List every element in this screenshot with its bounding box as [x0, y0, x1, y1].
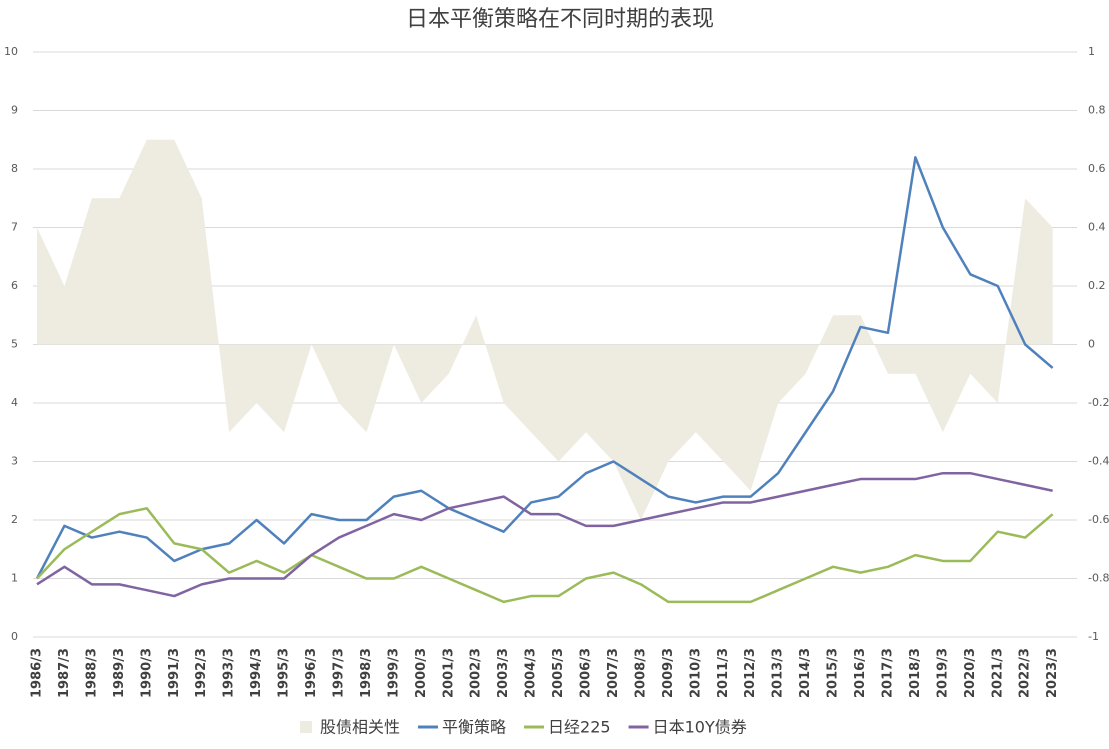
y-tick-label: 5 [11, 338, 18, 351]
x-tick-label: 1991/3 [167, 648, 182, 698]
y-tick-label: 3 [11, 455, 18, 468]
y-tick-label: 9 [11, 104, 18, 117]
x-tick-label: 2005/3 [551, 648, 566, 698]
x-tick-label: 2014/3 [798, 648, 813, 698]
x-tick-label: 2020/3 [963, 648, 978, 698]
x-tick-label: 2003/3 [496, 648, 511, 698]
y2-tick-label: 0.2 [1088, 279, 1106, 292]
x-tick-label: 2010/3 [688, 648, 703, 698]
y-tick-label: 8 [11, 162, 18, 175]
y2-tick-label: 0.6 [1088, 162, 1106, 175]
x-tick-label: 2013/3 [771, 648, 786, 698]
x-tick-label: 2004/3 [524, 648, 539, 698]
y2-tick-label: -0.6 [1088, 513, 1109, 526]
series-line [35, 156, 1054, 580]
y2-tick-label: 1 [1088, 45, 1095, 58]
y-tick-label: 4 [11, 396, 18, 409]
correlation-area [37, 139, 1053, 520]
legend-label: 日经225 [548, 718, 611, 737]
x-tick-label: 1988/3 [84, 648, 99, 698]
series-line [36, 507, 1054, 604]
y-tick-label: 7 [11, 221, 18, 234]
x-tick-label: 1987/3 [57, 648, 72, 698]
x-tick-label: 2009/3 [661, 648, 676, 698]
y2-tick-label: -0.4 [1088, 455, 1109, 468]
x-tick-label: 2000/3 [414, 648, 429, 698]
legend-label: 平衡策略 [442, 718, 506, 737]
y-tick-label: 10 [4, 45, 18, 58]
x-tick-label: 1989/3 [112, 648, 127, 698]
x-tick-label: 2017/3 [880, 648, 895, 698]
x-tick-label: 1994/3 [249, 648, 264, 698]
legend-swatch [300, 721, 312, 733]
y-tick-label: 0 [11, 630, 18, 643]
x-tick-label: 2007/3 [606, 648, 621, 698]
x-tick-label: 2016/3 [853, 648, 868, 698]
x-tick-label: 1986/3 [30, 648, 45, 698]
chart-title: 日本平衡策略在不同时期的表现 [406, 7, 714, 32]
x-tick-label: 2022/3 [1018, 648, 1033, 698]
y-tick-label: 2 [11, 513, 18, 526]
y2-tick-label: 0.4 [1088, 221, 1106, 234]
x-tick-label: 1995/3 [277, 648, 292, 698]
legend-label: 日本10Y债券 [653, 718, 747, 737]
x-tick-label: 2011/3 [716, 648, 731, 698]
y2-tick-label: -1 [1088, 630, 1099, 643]
x-tick-label: 1997/3 [331, 648, 346, 698]
y2-tick-label: -0.2 [1088, 396, 1109, 409]
y-tick-label: 1 [11, 572, 18, 585]
series-line [36, 471, 1053, 598]
y2-tick-label: 0.8 [1088, 104, 1106, 117]
y2-tick-label: -0.8 [1088, 572, 1109, 585]
y-tick-label: 6 [11, 279, 18, 292]
x-tick-label: 2018/3 [908, 648, 923, 698]
x-tick-label: 1999/3 [386, 648, 401, 698]
y2-tick-label: 0 [1088, 338, 1095, 351]
x-tick-label: 1998/3 [359, 648, 374, 698]
x-tick-label: 2021/3 [990, 648, 1005, 698]
x-tick-label: 2015/3 [826, 648, 841, 698]
x-tick-label: 2006/3 [579, 648, 594, 698]
legend-label: 股债相关性 [320, 718, 400, 737]
x-tick-label: 2012/3 [743, 648, 758, 698]
x-tick-label: 2019/3 [935, 648, 950, 698]
x-tick-label: 2008/3 [633, 648, 648, 698]
x-tick-label: 2002/3 [469, 648, 484, 698]
x-tick-label: 2023/3 [1045, 648, 1060, 698]
x-tick-label: 1996/3 [304, 648, 319, 698]
x-tick-label: 1993/3 [222, 648, 237, 698]
x-tick-label: 2001/3 [441, 648, 456, 698]
x-tick-label: 1990/3 [139, 648, 154, 698]
x-tick-label: 1992/3 [194, 648, 209, 698]
